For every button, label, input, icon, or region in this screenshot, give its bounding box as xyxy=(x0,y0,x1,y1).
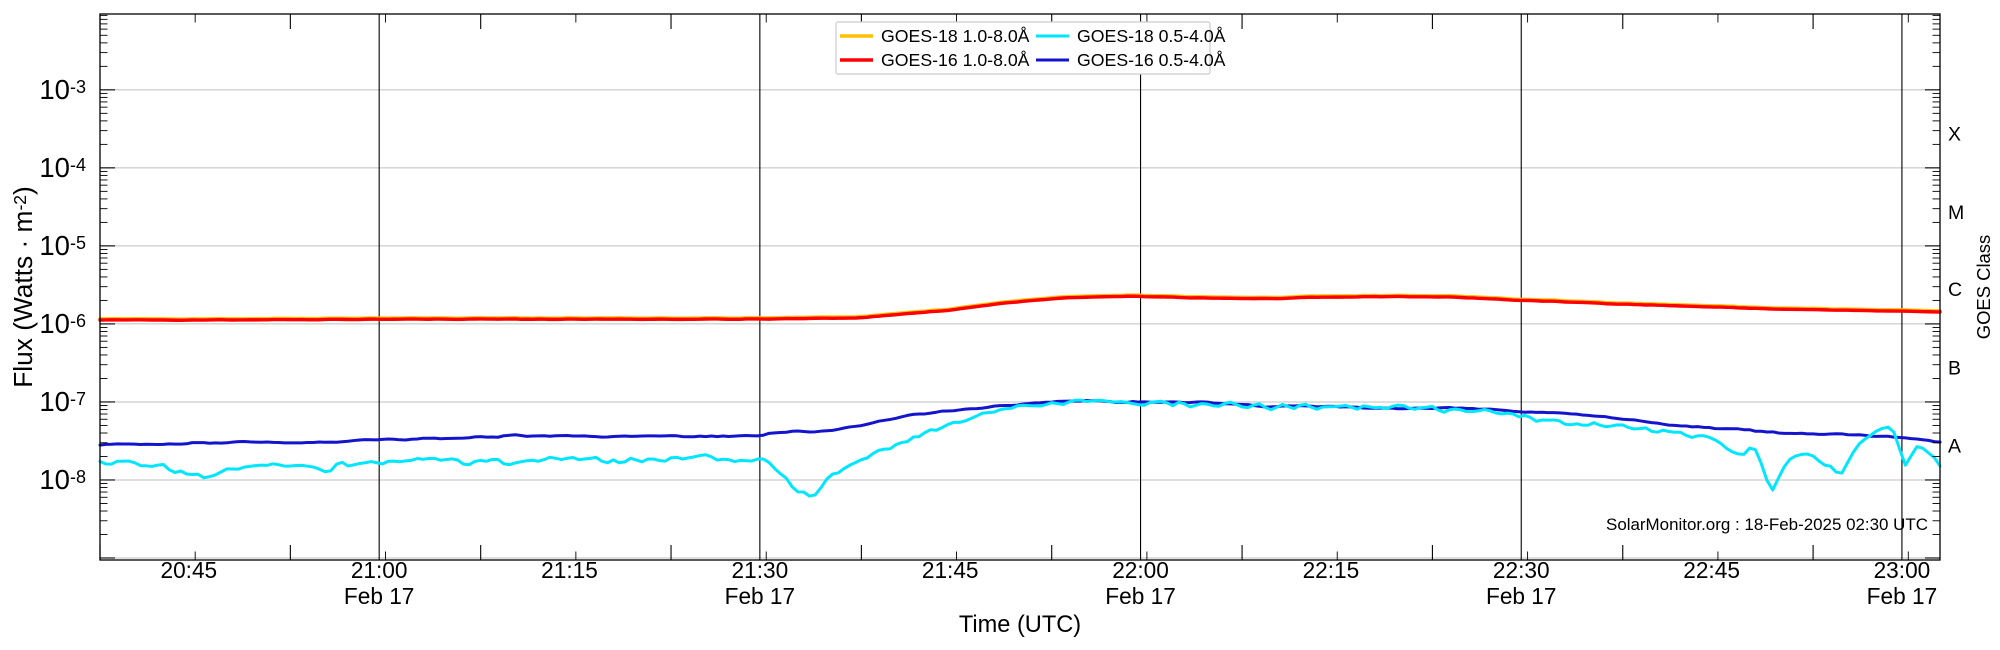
svg-text:Time (UTC): Time (UTC) xyxy=(959,612,1081,638)
svg-text:GOES-18 1.0-8.0Å: GOES-18 1.0-8.0Å xyxy=(881,26,1030,46)
svg-text:GOES Class: GOES Class xyxy=(1973,235,1994,340)
svg-text:Feb 17: Feb 17 xyxy=(1486,583,1557,609)
svg-text:GOES-16 1.0-8.0Å: GOES-16 1.0-8.0Å xyxy=(881,50,1030,70)
svg-text:21:15: 21:15 xyxy=(541,557,598,583)
svg-text:22:00: 22:00 xyxy=(1112,557,1169,583)
svg-text:21:45: 21:45 xyxy=(922,557,979,583)
svg-text:22:15: 22:15 xyxy=(1303,557,1360,583)
svg-text:GOES-16 0.5-4.0Å: GOES-16 0.5-4.0Å xyxy=(1077,50,1226,70)
svg-text:22:30: 22:30 xyxy=(1493,557,1550,583)
svg-text:X: X xyxy=(1948,124,1961,146)
svg-text:Feb 17: Feb 17 xyxy=(1105,583,1176,609)
svg-text:23:00: 23:00 xyxy=(1874,557,1931,583)
svg-text:Flux (Watts · m-2): Flux (Watts · m-2) xyxy=(8,186,38,388)
svg-text:A: A xyxy=(1948,435,1961,457)
svg-text:Feb 17: Feb 17 xyxy=(725,583,796,609)
svg-text:Feb 17: Feb 17 xyxy=(344,583,415,609)
svg-text:B: B xyxy=(1948,358,1961,380)
svg-text:M: M xyxy=(1948,202,1964,224)
svg-text:SolarMonitor.org : 18-Feb-2025: SolarMonitor.org : 18-Feb-2025 02:30 UTC xyxy=(1606,515,1928,534)
svg-text:21:00: 21:00 xyxy=(351,557,408,583)
svg-text:C: C xyxy=(1948,279,1962,301)
svg-text:Feb 17: Feb 17 xyxy=(1867,583,1938,609)
svg-text:20:45: 20:45 xyxy=(160,557,217,583)
svg-text:21:30: 21:30 xyxy=(732,557,789,583)
svg-text:22:45: 22:45 xyxy=(1683,557,1740,583)
svg-text:GOES-18 0.5-4.0Å: GOES-18 0.5-4.0Å xyxy=(1077,26,1226,46)
